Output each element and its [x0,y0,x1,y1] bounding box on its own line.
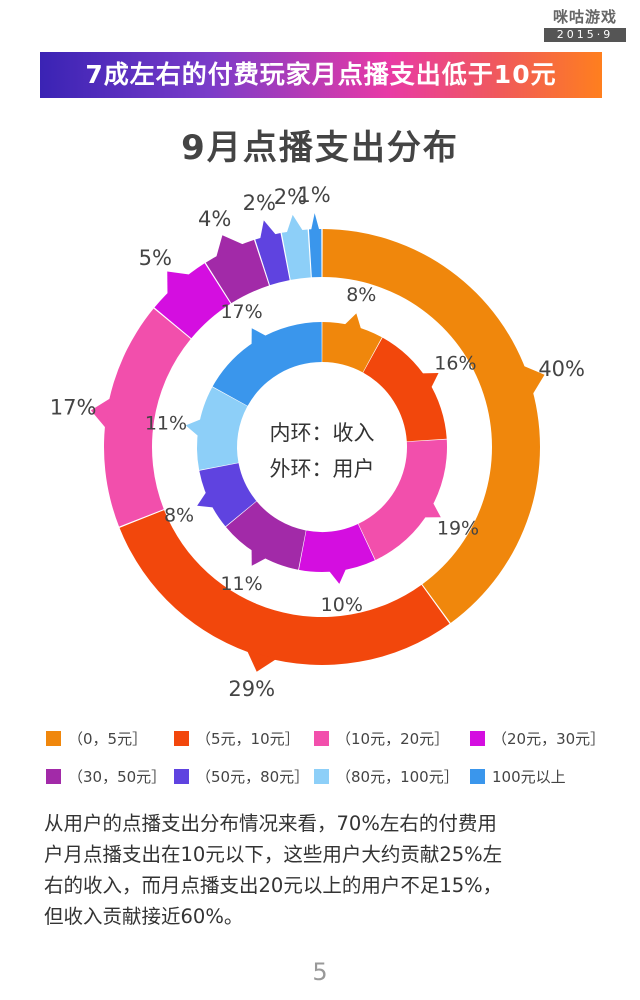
legend-label: （20元，30元］ [492,730,606,748]
outer-ring-pointer [167,271,191,295]
page-number: 5 [312,958,328,986]
legend-label: （30，50元］ [68,768,167,786]
inner-ring-label: 19% [437,517,479,539]
logo-name: 咪咕游戏 [552,8,617,26]
inner-ring-segment [322,322,382,373]
summary-line: 户月点播支出在10元以下，这些用户大约贡献25%左 [44,843,503,866]
outer-ring-label: 2% [243,191,276,215]
summary-paragraph: 从用户的点播支出分布情况来看，70%左右的付费用 户月点播支出在10元以下，这些… [44,808,614,932]
outer-ring-label: 29% [228,677,275,701]
outer-ring-segment [103,308,191,527]
outer-ring-segment [308,229,322,278]
inner-ring-pointer [421,373,439,389]
inner-ring-pointer [251,549,267,566]
legend-swatch [314,769,329,784]
legend-label: 100元以上 [492,768,566,786]
summary-line: 右的收入，而月点播支出20元以上的用户不足15%， [44,874,503,897]
legend-swatch [46,769,61,784]
outer-ring-label: 5% [139,246,172,270]
legend-label: （80元，100元］ [336,768,459,786]
inner-ring-segment [197,387,248,471]
center-label: 外环：用户 [270,457,375,481]
summary-line: 但收入贡献接近60%。 [44,905,244,928]
outer-ring-pointer [260,220,276,240]
outer-ring-label: 2% [274,185,307,209]
outer-ring-segment [322,229,540,623]
inner-ring-label: 8% [164,504,194,526]
outer-ring-segment [205,239,269,304]
outer-ring-label: 17% [50,396,97,420]
outer-ring-pointer [90,398,111,429]
outer-ring-label: 1% [297,183,330,207]
outer-ring-segment [281,229,311,280]
inner-ring-pointer [197,491,214,508]
outer-ring-pointer [311,213,320,231]
inner-ring-label: 10% [321,594,363,616]
legend-swatch [314,731,329,746]
outer-ring-segment [255,232,290,286]
legend-swatch [470,731,485,746]
legend-item: （0，5元］ [46,728,147,749]
logo-date: 2015·9 [544,28,626,42]
legend-item: （50元，80元］ [174,766,309,787]
inner-ring-label: 16% [434,352,476,374]
inner-ring-segment [358,439,447,560]
migu-games-logo: 咪咕游戏 2015·9 [544,8,626,42]
legend-label: （5元，10元］ [196,730,300,748]
outer-ring-segment [119,510,450,665]
inner-ring-label: 8% [346,284,376,306]
legend-item: （80元，100元］ [314,766,459,787]
outer-ring-label: 4% [198,207,231,231]
outer-ring-pointer [286,214,303,233]
legend-swatch [174,769,189,784]
inner-ring-segment [298,524,375,572]
legend-item: （10元，20元］ [314,728,449,749]
legend-swatch [470,769,485,784]
inner-ring-segment [199,463,257,527]
legend-swatch [46,731,61,746]
outer-ring-pointer [247,650,277,672]
legend-item: 100元以上 [470,766,566,787]
inner-ring-pointer [344,313,362,330]
outer-ring-pointer [523,365,545,395]
inner-ring-segment [225,501,306,570]
inner-ring-segment [212,322,322,406]
outer-ring-pointer [216,235,244,258]
inner-ring-pointer [251,328,267,345]
chart-title: 9月点播支出分布 [181,128,459,168]
inner-ring-segment [363,337,447,442]
legend-label: （10元，20元］ [336,730,450,748]
outer-ring-label: 40% [538,357,585,381]
legend-label: （50元，80元］ [196,768,310,786]
inner-ring-label: 11% [145,412,187,434]
inner-ring-label: 17% [220,301,262,323]
inner-ring-label: 11% [220,573,262,595]
outer-ring-segment [154,263,231,339]
legend-label: （0，5元］ [68,730,148,748]
inner-ring-pointer [328,568,347,584]
legend-swatch [174,731,189,746]
legend-item: （20元，30元］ [470,728,605,749]
center-label: 内环：收入 [270,421,375,445]
legend-item: （5元，10元］ [174,728,300,749]
inner-ring-pointer [185,419,202,437]
headline-banner: 7成左右的付费玩家月点播支出低于10元 [40,52,602,98]
summary-line: 从用户的点播支出分布情况来看，70%左右的付费用 [44,812,497,835]
legend-item: （30，50元］ [46,766,166,787]
inner-ring-pointer [424,502,441,518]
